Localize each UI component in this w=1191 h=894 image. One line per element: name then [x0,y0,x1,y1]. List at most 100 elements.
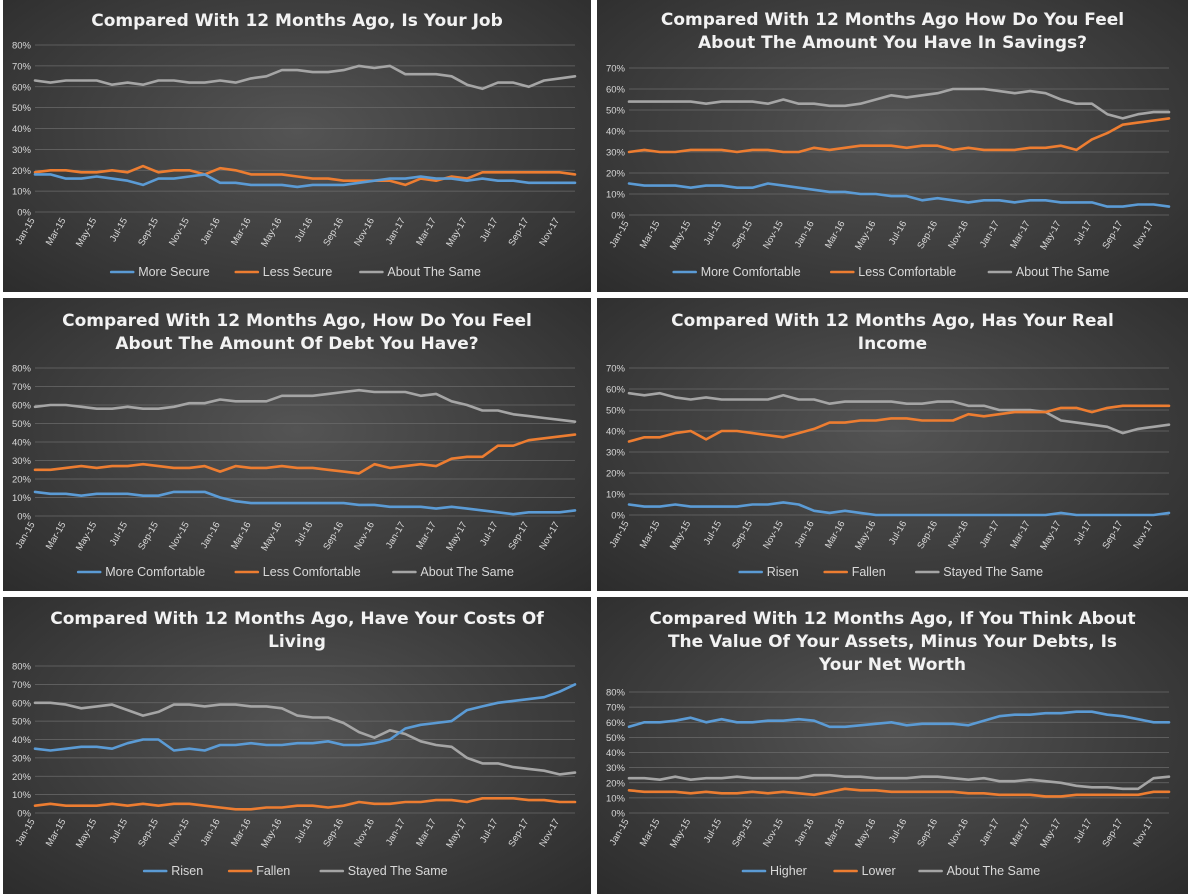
y-tick-label: 0% [17,512,31,523]
x-tick-label: May-15 [668,519,693,552]
series-line-gray [33,701,577,776]
chart-title-line: Compared With 12 Months Ago, Has Your Re… [671,311,1114,331]
y-tick-label: 50% [12,103,32,114]
chart-title-line: Living [268,632,326,652]
x-tick-label: Mar-15 [638,817,663,849]
chart-svg-debt: Compared With 12 Months Ago, How Do You … [12,311,577,579]
x-tick-label: Nov-16 [946,519,971,551]
x-tick-label: Jul-16 [293,817,315,845]
legend-label: Less Comfortable [263,565,361,579]
x-tick-label: Jan-15 [14,520,38,551]
y-tick-label: 80% [12,41,32,52]
y-tick-label: 60% [12,401,32,412]
x-tick-label: Jan-15 [608,519,632,550]
x-tick-label: Jul-17 [1072,817,1094,845]
y-tick-label: 70% [606,64,626,75]
y-tick-label: 40% [606,427,626,438]
x-tick-label: Nov-17 [1131,219,1156,251]
x-tick-label: Jul-17 [1072,519,1094,547]
series-line-blue [33,490,577,516]
x-tick-label: Mar-15 [44,216,69,248]
y-tick-label: 70% [12,382,32,393]
y-tick-label: 10% [12,493,32,504]
legend-label: About The Same [947,864,1041,878]
x-tick-label: Jan-16 [199,520,223,551]
chart-panel-debt: Compared With 12 Months Ago, How Do You … [3,298,591,591]
legend-label: Stayed The Same [348,864,448,878]
chart-svg-costs: Compared With 12 Months Ago, Have Your C… [12,609,577,878]
x-tick-label: Sep-16 [915,519,940,551]
y-tick-label: 80% [606,688,626,699]
x-tick-label: Jul-16 [293,216,315,244]
y-tick-label: 10% [12,187,32,198]
y-tick-label: 30% [606,148,626,159]
y-tick-label: 70% [606,703,626,714]
legend-label: Fallen [852,565,886,579]
x-tick-label: Jan-17 [978,817,1002,848]
x-tick-label: Jul-17 [478,817,500,845]
x-tick-label: Sep-15 [730,219,755,251]
y-tick-label: 70% [12,680,32,691]
x-tick-label: Jul-15 [702,219,724,247]
y-tick-label: 40% [12,438,32,449]
y-tick-label: 40% [12,124,32,135]
chart-title-line: Compared With 12 Months Ago How Do You F… [661,10,1124,30]
y-tick-label: 20% [606,169,626,180]
x-tick-label: Jan-17 [978,519,1002,550]
x-tick-label: Jul-16 [887,817,909,845]
x-tick-label: Jul-17 [1072,219,1094,247]
legend-label: Higher [770,864,807,878]
x-tick-label: Mar-16 [229,817,254,849]
chart-title-line: Compared With 12 Months Ago, Have Your C… [50,609,544,629]
chart-title-line: Compared With 12 Months Ago, Is Your Job [91,11,503,31]
y-tick-label: 70% [12,61,32,72]
x-tick-label: Sep-17 [506,216,531,248]
x-tick-label: Sep-17 [506,520,531,552]
y-tick-label: 10% [606,190,626,201]
x-tick-label: Sep-17 [1100,219,1125,251]
x-tick-label: May-16 [853,519,878,552]
x-tick-label: Jan-15 [14,817,38,848]
y-tick-label: 50% [606,406,626,417]
series-line-orange [33,433,577,475]
x-tick-label: May-15 [668,219,693,252]
x-tick-label: Jan-17 [978,219,1002,250]
x-tick-label: May-16 [853,219,878,252]
x-tick-label: Jan-17 [384,817,408,848]
x-tick-label: Sep-17 [506,817,531,849]
chart-title-line: Compared With 12 Months Ago, How Do You … [62,311,532,331]
legend-label: Fallen [256,864,290,878]
series-line-blue [33,683,577,752]
x-tick-label: Jan-16 [793,219,817,250]
chart-svg-networth: Compared With 12 Months Ago, If You Thin… [606,609,1171,878]
x-tick-label: Jul-15 [702,519,724,547]
x-tick-label: Jan-17 [384,520,408,551]
x-tick-label: May-16 [259,216,284,249]
x-tick-label: Nov-17 [537,520,562,552]
x-tick-label: Mar-17 [414,520,439,552]
chart-title-line: Your Net Worth [818,655,966,675]
legend-label: Risen [767,565,799,579]
x-tick-label: Jan-15 [608,219,632,250]
series-line-gray [33,388,577,423]
x-tick-label: Mar-17 [1008,817,1033,849]
x-tick-label: Jan-16 [199,817,223,848]
y-tick-label: 50% [606,733,626,744]
x-tick-label: Nov-15 [761,817,786,849]
chart-title-line: Income [858,334,927,354]
x-tick-label: Jul-16 [887,219,909,247]
y-tick-label: 0% [17,208,31,219]
x-tick-label: Jul-16 [887,519,909,547]
y-tick-label: 50% [12,419,32,430]
x-tick-label: Jul-15 [108,216,130,244]
chart-svg-job: Compared With 12 Months Ago, Is Your Job… [12,11,577,279]
x-tick-label: May-17 [1038,817,1063,850]
x-tick-label: Nov-17 [1131,519,1156,551]
y-tick-label: 20% [12,772,32,783]
y-tick-label: 30% [606,448,626,459]
x-tick-label: Jul-15 [108,817,130,845]
series-line-blue [627,710,1171,729]
y-tick-label: 60% [606,385,626,396]
x-tick-label: May-16 [259,817,284,850]
chart-panel-job: Compared With 12 Months Ago, Is Your Job… [3,0,591,292]
